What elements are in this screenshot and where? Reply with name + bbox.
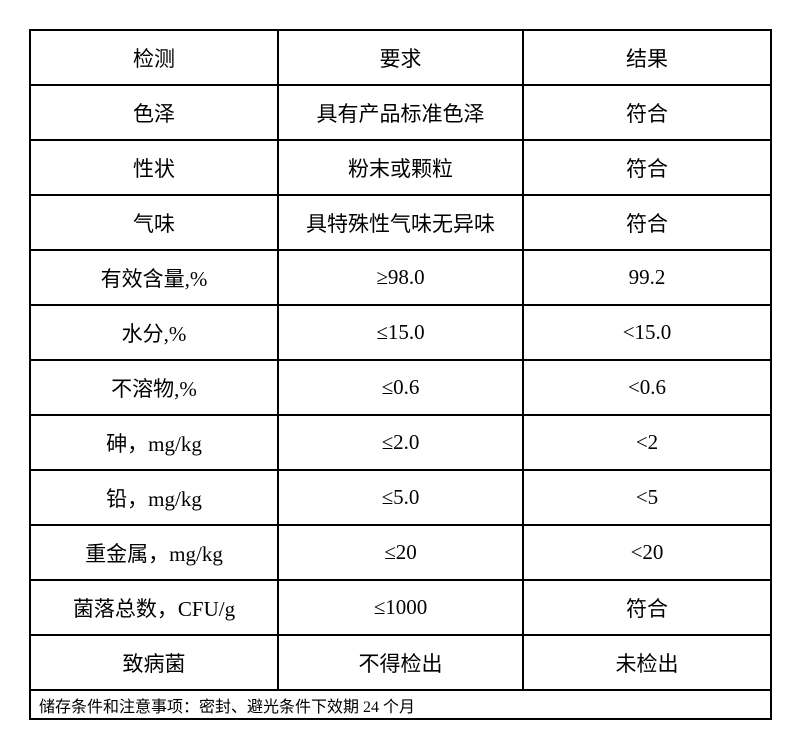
header-row: 检测 要求 结果 [29, 29, 772, 86]
requirement-cell: ≤5.0 [277, 469, 524, 526]
inspection-table: 检测 要求 结果 色泽 具有产品标准色泽 符合 性状 粉末或颗粒 符合 气味 具… [29, 29, 772, 720]
requirement-cell: 具有产品标准色泽 [277, 84, 524, 141]
test-name-cell: 水分,% [29, 304, 279, 361]
table-row: 色泽 具有产品标准色泽 符合 [29, 84, 772, 141]
result-cell: 符合 [522, 139, 772, 196]
result-cell: 未检出 [522, 634, 772, 691]
result-cell: <0.6 [522, 359, 772, 416]
test-name-cell: 不溶物,% [29, 359, 279, 416]
result-cell: 符合 [522, 84, 772, 141]
table-row: 性状 粉末或颗粒 符合 [29, 139, 772, 196]
table-row: 水分,% ≤15.0 <15.0 [29, 304, 772, 361]
table-row: 砷，mg/kg ≤2.0 <2 [29, 414, 772, 471]
test-name-cell: 菌落总数，CFU/g [29, 579, 279, 636]
result-cell: <15.0 [522, 304, 772, 361]
test-name-cell: 气味 [29, 194, 279, 251]
requirement-cell: ≤0.6 [277, 359, 524, 416]
test-name-cell: 有效含量,% [29, 249, 279, 306]
test-name-cell: 致病菌 [29, 634, 279, 691]
table-row: 铅，mg/kg ≤5.0 <5 [29, 469, 772, 526]
result-cell: 符合 [522, 579, 772, 636]
requirement-cell: 粉末或颗粒 [277, 139, 524, 196]
storage-note: 储存条件和注意事项：密封、避光条件下效期 24 个月 [29, 689, 772, 720]
test-name-cell: 砷，mg/kg [29, 414, 279, 471]
requirement-cell: ≤1000 [277, 579, 524, 636]
header-cell-result: 结果 [522, 29, 772, 86]
test-name-cell: 铅，mg/kg [29, 469, 279, 526]
requirement-cell: 不得检出 [277, 634, 524, 691]
table-row: 不溶物,% ≤0.6 <0.6 [29, 359, 772, 416]
footer-row: 储存条件和注意事项：密封、避光条件下效期 24 个月 [29, 689, 772, 720]
table-row: 气味 具特殊性气味无异味 符合 [29, 194, 772, 251]
table-row: 重金属，mg/kg ≤20 <20 [29, 524, 772, 581]
requirement-cell: ≤2.0 [277, 414, 524, 471]
requirement-cell: ≥98.0 [277, 249, 524, 306]
requirement-cell: ≤20 [277, 524, 524, 581]
header-cell-requirement: 要求 [277, 29, 524, 86]
requirement-cell: 具特殊性气味无异味 [277, 194, 524, 251]
test-name-cell: 重金属，mg/kg [29, 524, 279, 581]
result-cell: <20 [522, 524, 772, 581]
result-cell: 符合 [522, 194, 772, 251]
table-row: 菌落总数，CFU/g ≤1000 符合 [29, 579, 772, 636]
header-cell-test: 检测 [29, 29, 279, 86]
test-name-cell: 性状 [29, 139, 279, 196]
result-cell: <5 [522, 469, 772, 526]
test-name-cell: 色泽 [29, 84, 279, 141]
table-row: 致病菌 不得检出 未检出 [29, 634, 772, 691]
result-cell: <2 [522, 414, 772, 471]
result-cell: 99.2 [522, 249, 772, 306]
table-row: 有效含量,% ≥98.0 99.2 [29, 249, 772, 306]
requirement-cell: ≤15.0 [277, 304, 524, 361]
